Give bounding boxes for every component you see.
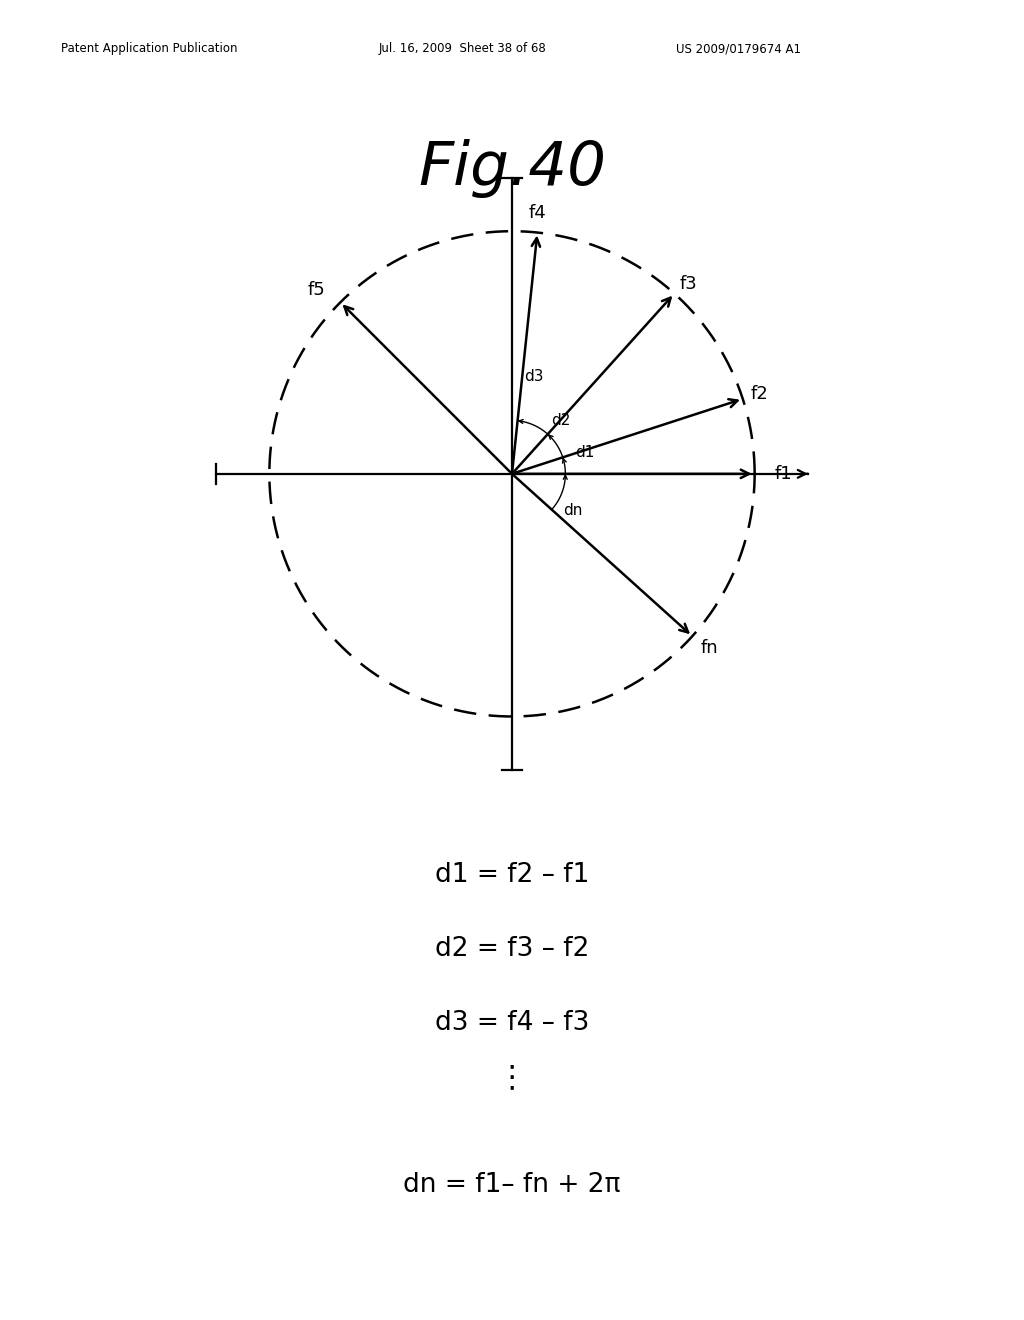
Text: dn: dn bbox=[563, 503, 583, 517]
Text: Patent Application Publication: Patent Application Publication bbox=[61, 42, 238, 55]
Text: d3: d3 bbox=[524, 370, 544, 384]
Text: fn: fn bbox=[700, 639, 718, 657]
Text: d1: d1 bbox=[575, 445, 595, 459]
Text: f3: f3 bbox=[680, 275, 697, 293]
Text: f2: f2 bbox=[751, 385, 769, 403]
Text: f1: f1 bbox=[775, 465, 793, 483]
Text: Jul. 16, 2009  Sheet 38 of 68: Jul. 16, 2009 Sheet 38 of 68 bbox=[379, 42, 547, 55]
Text: f5: f5 bbox=[307, 281, 325, 300]
Text: Fig.40: Fig.40 bbox=[418, 139, 606, 198]
Text: f4: f4 bbox=[528, 205, 546, 222]
Text: d2 = f3 – f2: d2 = f3 – f2 bbox=[435, 936, 589, 962]
Text: d3 = f4 – f3: d3 = f4 – f3 bbox=[435, 1010, 589, 1036]
Text: dn = f1– fn + 2π: dn = f1– fn + 2π bbox=[403, 1172, 621, 1197]
Text: US 2009/0179674 A1: US 2009/0179674 A1 bbox=[676, 42, 801, 55]
Text: ⋮: ⋮ bbox=[497, 1063, 527, 1092]
Text: d1 = f2 – f1: d1 = f2 – f1 bbox=[435, 862, 589, 888]
Text: d2: d2 bbox=[551, 413, 570, 428]
